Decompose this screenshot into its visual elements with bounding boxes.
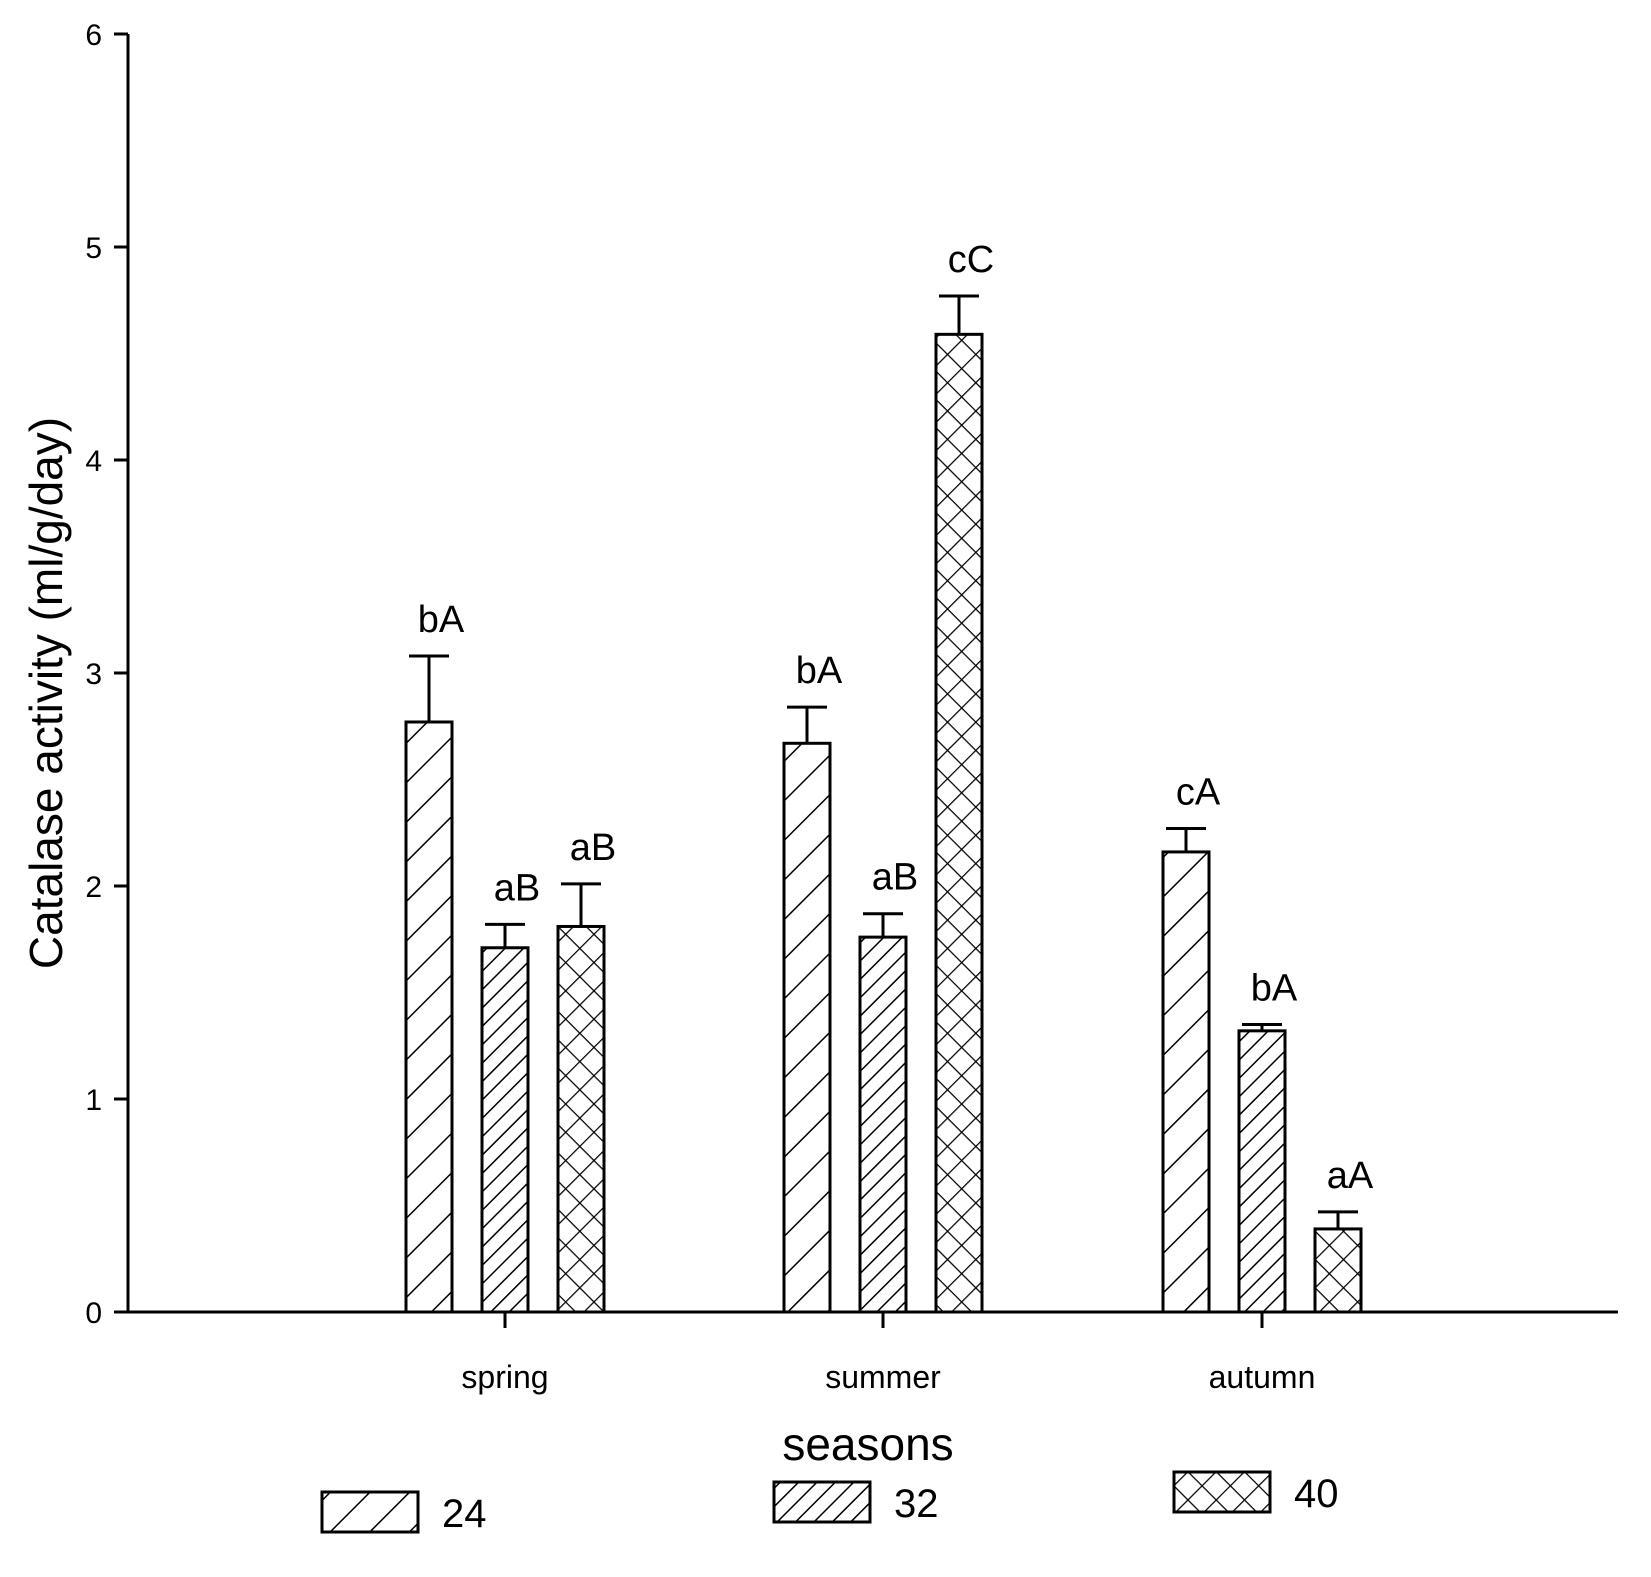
bar-spring-24 [404, 720, 454, 1314]
legend-label-40: 40 [1294, 1472, 1339, 1516]
significance-label-spring-24: bA [418, 599, 465, 641]
error-bar-spring-32 [485, 922, 525, 948]
legend: 24 32 40 [320, 1470, 1339, 1536]
error-bars-layer [409, 294, 1358, 1229]
y-tick-label: 3 [85, 658, 102, 691]
legend-item-24: 24 [320, 1490, 487, 1536]
y-tick-label: 0 [85, 1297, 102, 1330]
significance-label-autumn-40: aA [1327, 1155, 1374, 1197]
y-tick-label: 1 [85, 1084, 102, 1117]
significance-label-summer-40: cC [948, 239, 994, 281]
bar-autumn-24 [1161, 850, 1211, 1314]
significance-label-autumn-32: bA [1251, 967, 1298, 1009]
error-bar-summer-24 [787, 705, 827, 744]
error-bar-summer-32 [863, 912, 903, 938]
legend-swatch-24 [320, 1490, 420, 1534]
significance-label-summer-24: bA [796, 650, 843, 692]
bar-summer-40 [934, 332, 984, 1314]
x-ticks: spring summer autumn [461, 1312, 1315, 1395]
y-tick-label: 2 [85, 871, 102, 904]
bar-summer-24 [782, 741, 832, 1314]
legend-item-32: 32 [772, 1480, 939, 1526]
bars-layer [404, 332, 1363, 1314]
bar-spring-32 [480, 946, 530, 1314]
error-bar-autumn-32 [1242, 1022, 1282, 1031]
bar-autumn-40 [1313, 1227, 1363, 1314]
legend-swatch-40 [1172, 1470, 1272, 1514]
x-tick-label-autumn: autumn [1209, 1359, 1316, 1395]
y-axis-title: Catalase activity (ml/g/day) [20, 417, 72, 969]
y-tick-label: 5 [85, 232, 102, 265]
x-tick-label-summer: summer [825, 1359, 941, 1395]
bar-autumn-32 [1237, 1029, 1287, 1314]
significance-label-summer-32: aB [872, 857, 918, 899]
legend-swatch-32 [772, 1480, 872, 1524]
error-bar-summer-40 [939, 294, 979, 335]
error-bar-spring-40 [561, 882, 601, 927]
error-bar-autumn-24 [1166, 826, 1206, 852]
y-tick-label: 6 [85, 19, 102, 52]
x-tick-label-spring: spring [461, 1359, 548, 1395]
x-axis-title: seasons [782, 1418, 953, 1470]
legend-label-24: 24 [442, 1492, 487, 1536]
bar-spring-40 [556, 924, 606, 1314]
significance-labels-layer: bA aB aB bA aB cC cA bA aA [418, 239, 1374, 1197]
y-tick-label: 4 [85, 445, 102, 478]
legend-item-40: 40 [1172, 1470, 1339, 1516]
bar-summer-32 [858, 935, 908, 1314]
significance-label-spring-40: aB [570, 827, 616, 869]
significance-label-spring-32: aB [494, 867, 540, 909]
legend-label-32: 32 [894, 1482, 939, 1526]
significance-label-autumn-24: cA [1176, 771, 1221, 813]
error-bar-autumn-40 [1318, 1210, 1358, 1229]
y-ticks: 0 1 2 3 4 5 6 [85, 19, 128, 1330]
error-bar-spring-24 [409, 654, 449, 722]
axes-layer: 0 1 2 3 4 5 6 spring summer autumn [85, 19, 1618, 1395]
